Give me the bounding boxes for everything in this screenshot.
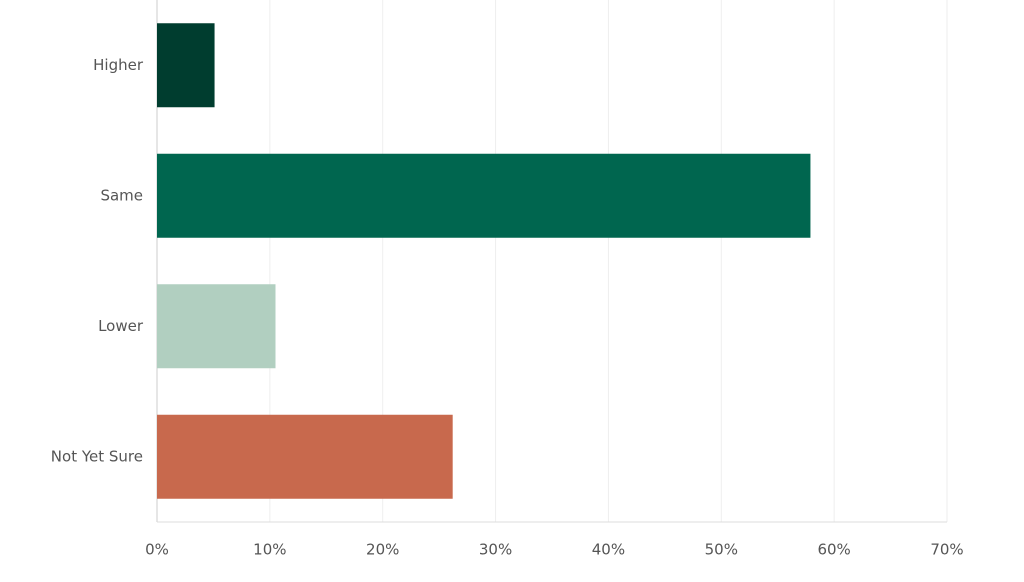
- y-tick-label: Higher: [93, 56, 144, 74]
- x-tick-label: 20%: [366, 541, 399, 559]
- x-tick-label: 40%: [592, 541, 625, 559]
- x-tick-label: 70%: [930, 541, 963, 559]
- x-tick-label: 10%: [253, 541, 286, 559]
- y-tick-label: Not Yet Sure: [51, 447, 143, 465]
- y-tick-label: Lower: [98, 317, 144, 335]
- bar: [157, 414, 453, 499]
- x-tick-label: 30%: [479, 541, 512, 559]
- y-tick-label: Same: [100, 186, 143, 204]
- x-tick-label: 50%: [705, 541, 738, 559]
- x-tick-label: 0%: [145, 541, 169, 559]
- bar: [157, 153, 811, 238]
- bar: [157, 23, 215, 108]
- bar: [157, 284, 276, 369]
- x-tick-label: 60%: [817, 541, 850, 559]
